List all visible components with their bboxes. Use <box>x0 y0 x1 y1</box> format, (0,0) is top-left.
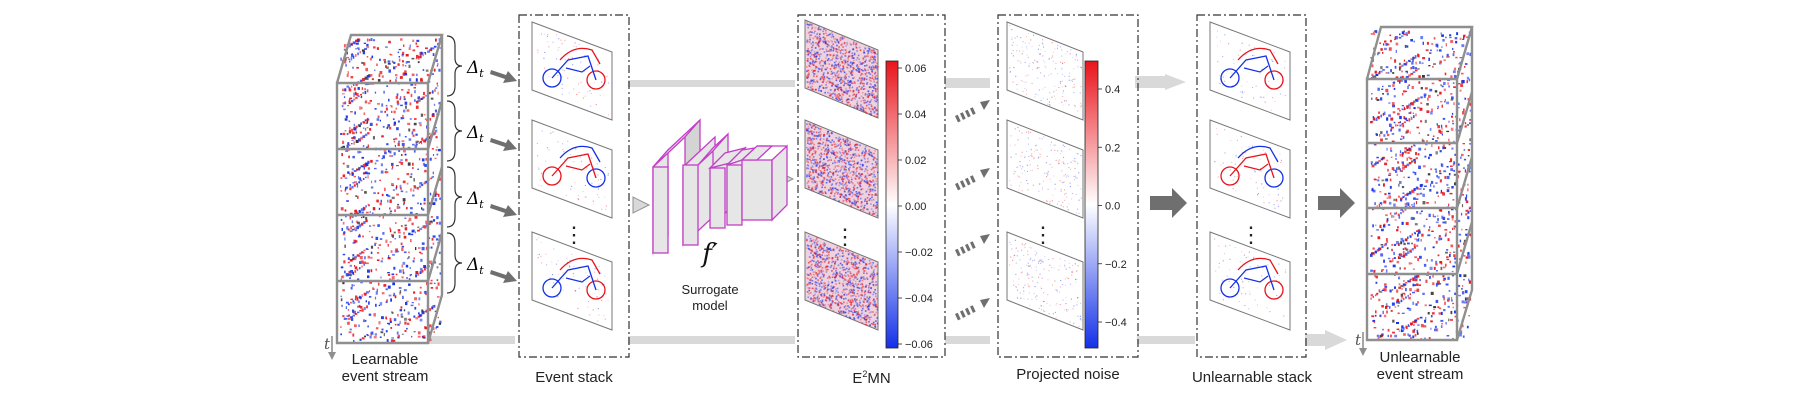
colorbar-tick-label: 0.4 <box>1105 84 1120 96</box>
track-bottom-1 <box>428 336 515 344</box>
surrogate-label: Surrogate model <box>655 282 765 314</box>
event-stack-panels <box>531 21 613 331</box>
e2mn-colorbar-ticks: 0.06 0.04 0.02 0.00 −0.02 −0.04 −0.06 <box>898 63 933 351</box>
unlearnable-stack-box: ⋮ <box>1196 14 1307 358</box>
event-stack-box: ⋮ <box>518 14 630 358</box>
noise-colorbar-ticks: 0.4 0.2 0.0 −0.2 −0.4 <box>1098 84 1127 329</box>
unlearnable-stream-label: Unlearnable event stream <box>1345 349 1495 383</box>
colorbar-tick-label: −0.2 <box>1105 259 1127 271</box>
e2mn-label-sup: 2 <box>862 369 868 379</box>
colorbar-tick-label: −0.4 <box>1105 317 1127 329</box>
projected-noise-box: ⋮ 0.4 0.2 0.0 −0.2 −0.4 <box>997 14 1139 358</box>
colorbar-tick-label: −0.04 <box>905 293 933 305</box>
track-top-right <box>945 78 990 88</box>
learnable-stream-label: Learnable event stream <box>310 351 460 385</box>
track-top-right-2 <box>1135 74 1186 90</box>
delta-label-4: Δt <box>466 255 484 277</box>
time-axis-label-left: t <box>324 335 331 353</box>
colorbar-tick-label: 0.06 <box>905 63 926 75</box>
colorbar-tick-label: 0.0 <box>1105 201 1120 213</box>
surrogate-label-line1: Surrogate <box>681 282 739 297</box>
track-bottom-3 <box>945 336 990 344</box>
surrogate-symbol: f′ <box>700 239 718 269</box>
colorbar-tick-label: −0.06 <box>905 339 933 351</box>
e2mn-colorbar <box>885 60 899 349</box>
e2mn-label-base: E <box>852 370 863 387</box>
delta-labels: Δt Δt Δt Δt <box>466 58 484 277</box>
e2mn-panels <box>804 19 879 331</box>
learnable-stream-cube: t <box>324 33 444 360</box>
track-bottom-2 <box>628 336 795 344</box>
e2mn-label-rest: MN <box>867 370 891 387</box>
colorbar-tick-label: 0.04 <box>905 109 926 121</box>
delta-braces <box>446 35 463 294</box>
arrow-to-unlearnable-stack <box>1150 188 1187 218</box>
track-bottom-5 <box>1305 330 1347 350</box>
unlearnable-stream-cube: t <box>1355 25 1474 356</box>
event-stack-label: Event stack <box>535 369 613 386</box>
delta-arrows <box>490 70 517 283</box>
cube-event-dots <box>1370 30 1473 340</box>
learnable-stream-label-line2: event stream <box>341 368 429 385</box>
delta-label-3: Δt <box>466 189 484 211</box>
noise-colorbar <box>1084 60 1099 349</box>
projection-arrows <box>955 100 990 321</box>
e2mn-label: E2MN <box>798 366 945 387</box>
colorbar-tick-label: 0.2 <box>1105 142 1120 154</box>
learnable-stream-label-line1: Learnable <box>351 351 419 368</box>
e2mn-box: ⋮ 0.06 0.04 0.02 0.00 −0.02 −0.04 −0.06 <box>797 14 946 358</box>
colorbar-tick-label: −0.02 <box>905 247 933 259</box>
track-bottom-4 <box>1137 336 1195 344</box>
delta-label-2: Δt <box>466 123 484 145</box>
projected-noise-label: Projected noise <box>1016 366 1120 383</box>
unlearnable-stream-label-line1: Unlearnable <box>1379 349 1461 366</box>
track-top-left <box>628 80 795 87</box>
delta-label-1: Δt <box>466 58 484 80</box>
arrow-to-unlearnable-stream <box>1318 188 1355 218</box>
unlearnable-stream-label-line2: event stream <box>1376 366 1464 383</box>
unlearnable-stack-label: Unlearnable stack <box>1191 369 1313 386</box>
surrogate-label-line2: model <box>692 298 728 313</box>
arrow-into-surrogate <box>632 196 651 214</box>
surrogate-model-blocks <box>652 118 788 255</box>
flow-tracks <box>428 74 1347 350</box>
ellipsis-event-stack: ⋮ <box>563 222 585 247</box>
ellipsis-projected-noise: ⋮ <box>1032 222 1054 247</box>
projected-noise-panels <box>1006 21 1084 331</box>
ellipsis-unlearnable-stack: ⋮ <box>1240 222 1262 247</box>
colorbar-tick-label: 0.02 <box>905 155 926 167</box>
time-axis-label-right: t <box>1355 331 1362 349</box>
colorbar-tick-label: 0.00 <box>905 201 926 213</box>
unlearnable-stack-panels <box>1209 21 1291 331</box>
ellipsis-e2mn: ⋮ <box>834 224 856 249</box>
